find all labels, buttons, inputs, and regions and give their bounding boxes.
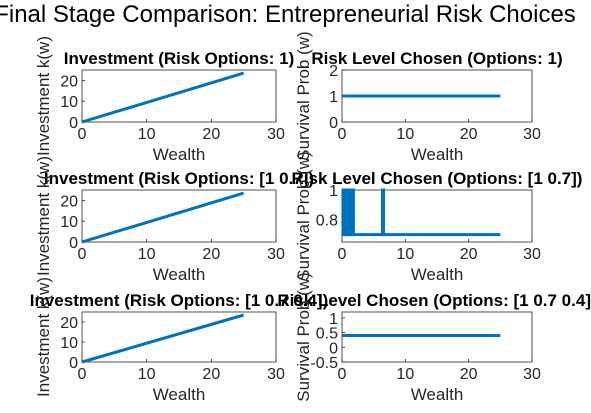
x-tick-label: 30 <box>267 366 285 383</box>
series-line-1 <box>81 313 245 364</box>
x-axis-label: Wealth <box>153 385 206 404</box>
x-tick-label: 0 <box>78 246 87 263</box>
y-tick-label: 20 <box>60 193 78 210</box>
y-tick-label: 0 <box>69 355 78 372</box>
figure-suptitle: Final Stage Comparison: Entrepreneurial … <box>0 1 576 28</box>
y-tick-label: 10 <box>60 214 78 231</box>
series-line-1 <box>81 71 245 124</box>
y-tick-label: 0.8 <box>316 213 338 230</box>
series-line-1 <box>81 191 245 244</box>
y-axis-label: Investment k(w) <box>34 156 53 276</box>
subplot-title: Investment (Risk Options: 1) <box>64 49 294 68</box>
x-axis-label: Wealth <box>153 145 206 164</box>
x-tick-label: 0 <box>338 366 347 383</box>
series-line-1 <box>341 188 501 237</box>
x-tick-label: 10 <box>396 126 414 143</box>
subplot-title: Risk Level Chosen (Options: 1) <box>311 49 562 68</box>
y-tick-label: 0 <box>329 115 338 132</box>
x-axis-label: Wealth <box>411 385 464 404</box>
x-tick-label: 20 <box>460 366 478 383</box>
y-tick-label: 0 <box>69 235 78 252</box>
x-axis-label: Wealth <box>411 145 464 164</box>
y-tick-label: 0 <box>329 340 338 357</box>
x-tick-label: 30 <box>267 126 285 143</box>
x-tick-label: 0 <box>78 366 87 383</box>
y-tick-label: 0 <box>69 115 78 132</box>
x-tick-label: 20 <box>460 246 478 263</box>
y-tick-label: 1 <box>329 311 338 328</box>
y-tick-label: 10 <box>60 335 78 352</box>
subplot-title: Risk Level Chosen (Options: [1 0.7 0.4]) <box>277 291 591 310</box>
x-tick-label: 30 <box>523 366 541 383</box>
x-tick-label: 10 <box>396 246 414 263</box>
x-tick-label: 20 <box>460 126 478 143</box>
y-axis-label: Survival Prob (w) <box>294 31 313 160</box>
y-tick-label: 10 <box>60 94 78 111</box>
subplot-title: Investment (Risk Options: [1 0.7 0.4]) <box>30 291 329 310</box>
x-tick-label: 30 <box>523 246 541 263</box>
y-tick-label: 2 <box>329 63 338 80</box>
y-tick-label: 0.5 <box>316 326 338 343</box>
x-tick-label: 20 <box>202 126 220 143</box>
x-tick-label: 0 <box>338 246 347 263</box>
y-axis-label: Investment k(w) <box>34 36 53 156</box>
y-tick-label: 20 <box>60 73 78 90</box>
y-axis-label: Investment k(w) <box>34 277 53 397</box>
y-tick-label: 1 <box>329 183 338 200</box>
x-tick-label: 20 <box>202 366 220 383</box>
x-tick-label: 10 <box>138 366 156 383</box>
y-tick-label: 20 <box>60 315 78 332</box>
subplot-title: Risk Level Chosen (Options: [1 0.7]) <box>292 169 583 188</box>
y-axis-label: Survival Prob (w) <box>294 272 313 401</box>
y-axis-label: Survival Prob (w) <box>294 151 313 280</box>
x-tick-label: 30 <box>523 126 541 143</box>
x-tick-label: 0 <box>338 126 347 143</box>
x-tick-label: 30 <box>267 246 285 263</box>
subplot-title: Investment (Risk Options: [1 0.7]) <box>44 169 314 188</box>
x-tick-label: 10 <box>396 366 414 383</box>
x-tick-label: 20 <box>202 246 220 263</box>
x-tick-label: 0 <box>78 126 87 143</box>
y-tick-label: 1 <box>329 89 338 106</box>
x-tick-label: 10 <box>138 126 156 143</box>
y-tick-label: -0.5 <box>310 355 338 372</box>
x-axis-label: Wealth <box>153 265 206 284</box>
x-tick-label: 10 <box>138 246 156 263</box>
x-axis-label: Wealth <box>411 265 464 284</box>
